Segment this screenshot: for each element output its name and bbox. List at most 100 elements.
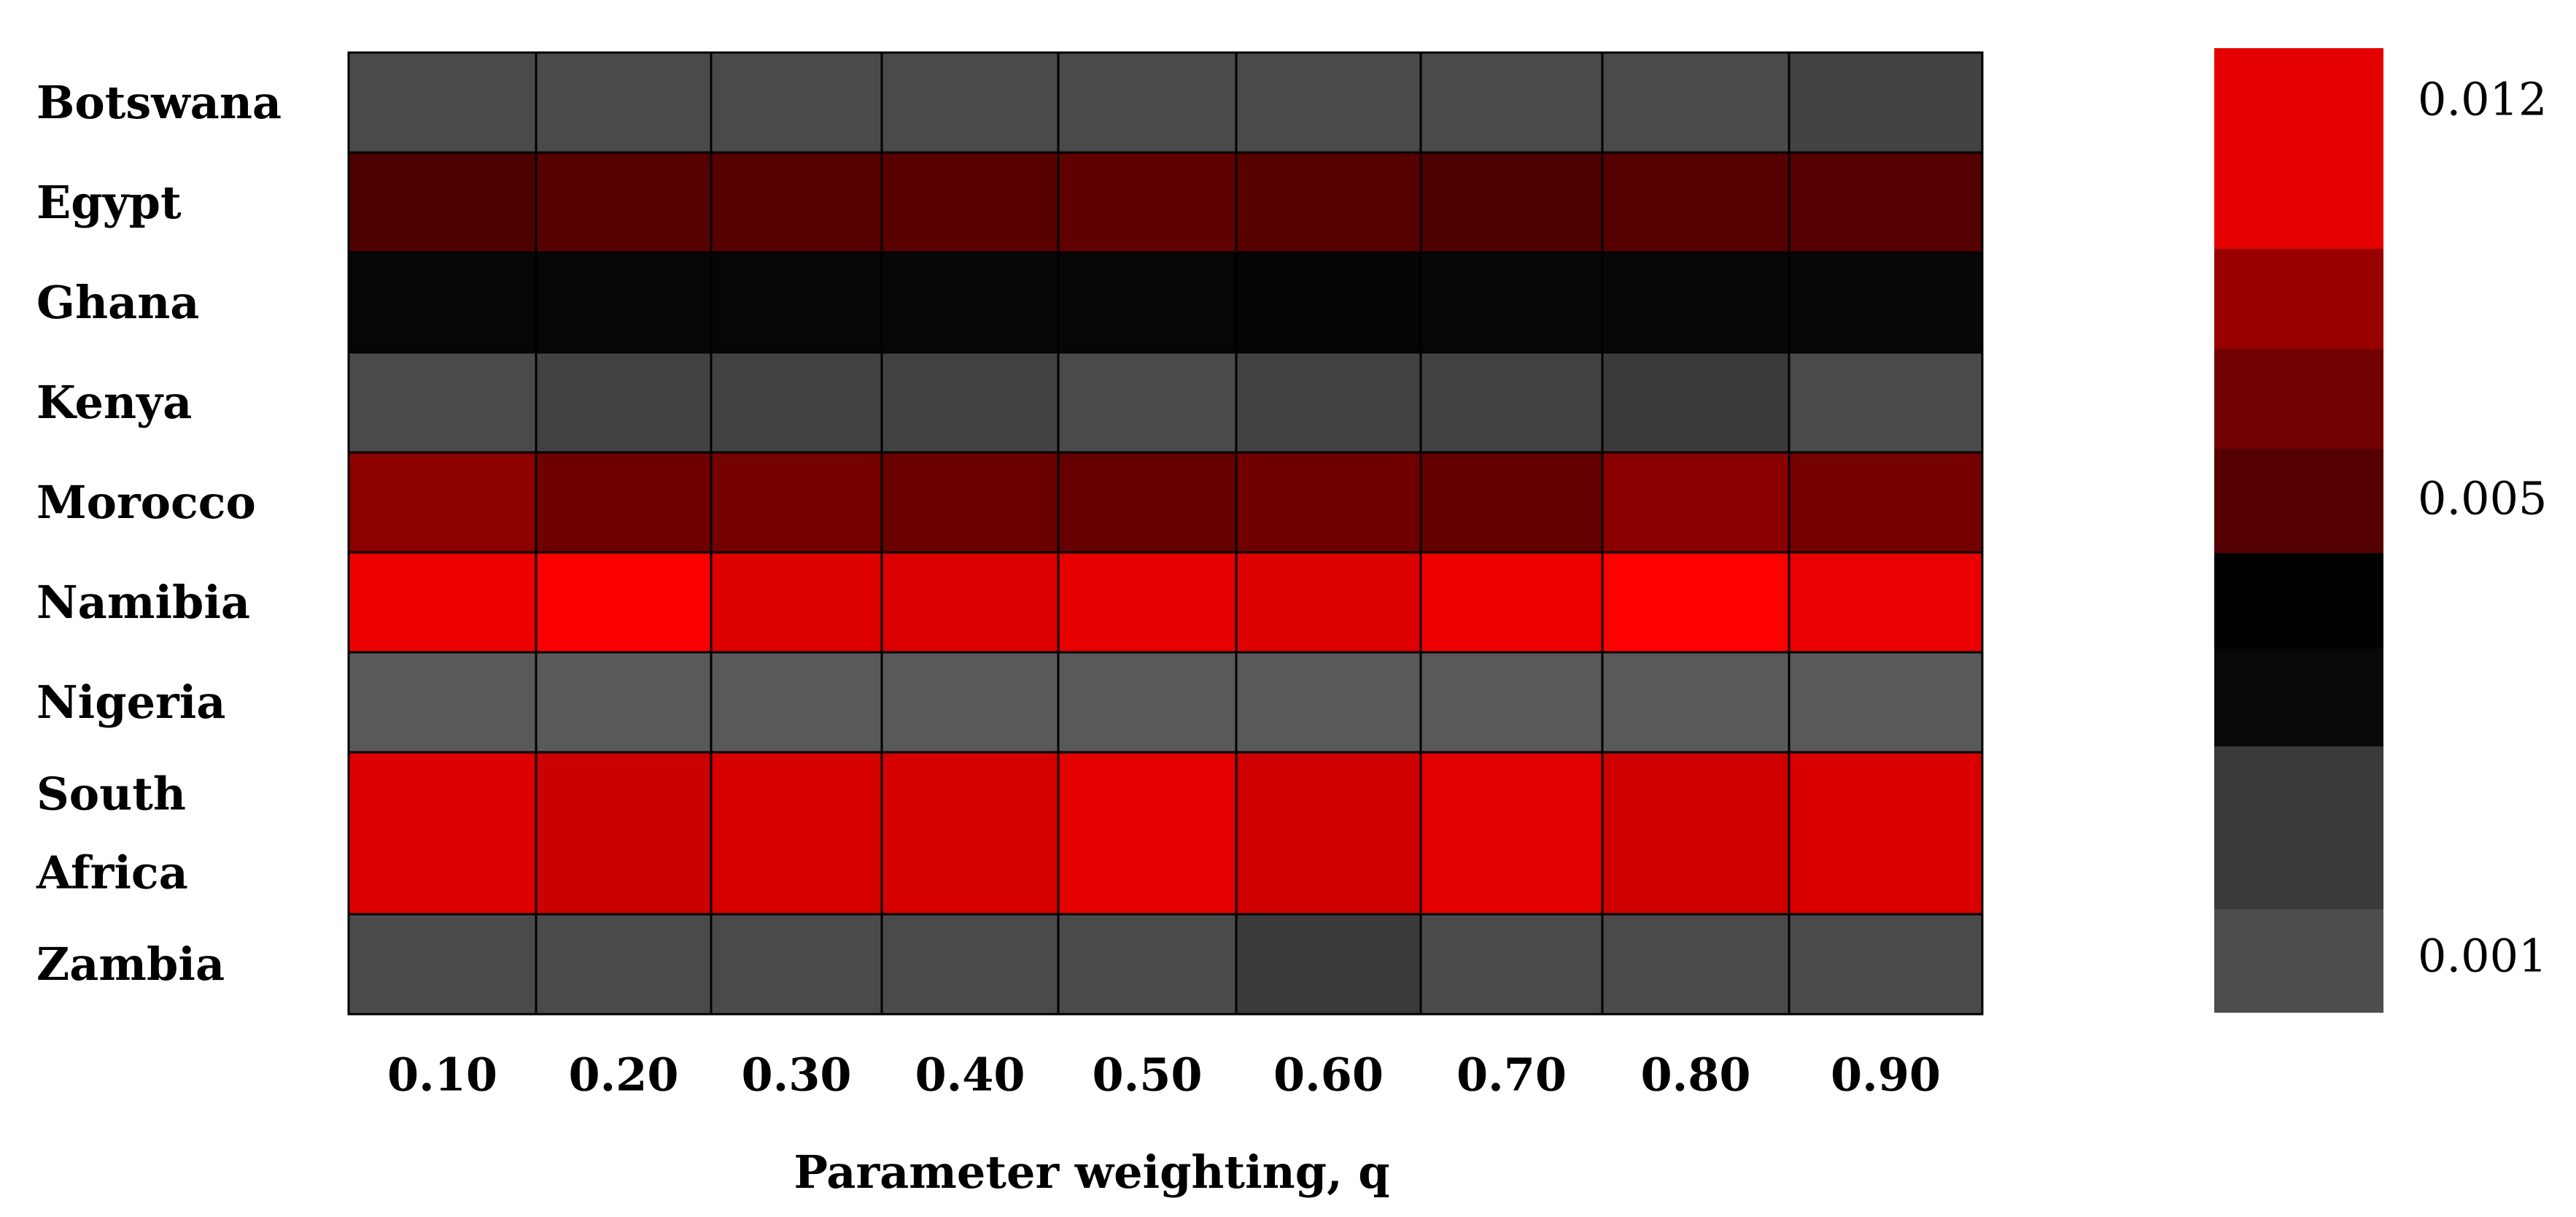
heatmap-cell [880,51,1060,154]
heatmap-cell [1788,913,1984,1016]
heatmap-cell [710,151,883,254]
heatmap-cell [1601,51,1791,154]
heatmap-cell [347,451,538,554]
column-tick-label: 0.10 [387,1048,497,1102]
heatmap-cell [1788,551,1984,654]
heatmap-cell [710,751,883,916]
row-label: Morocco [36,476,256,529]
heatmap-cell [1419,751,1604,916]
heatmap-cell [535,151,713,254]
row-label: Kenya [36,376,192,429]
heatmap-cell [1235,751,1422,916]
heatmap-cell [880,751,1060,916]
heatmap-cell [1601,251,1791,354]
column-tick-label: 0.60 [1273,1048,1384,1102]
heatmap-cell [1788,751,1984,916]
heatmap-cell [1419,913,1604,1016]
heatmap-cell [1057,913,1238,1016]
heatmap-cell [1235,451,1422,554]
heatmap-cell [535,913,713,1016]
heatmap-cell [535,451,713,554]
heatmap-cell [535,751,713,916]
heatmap-cell [1235,913,1422,1016]
row-label: South Africa [36,768,188,900]
heatmap-cell [347,51,538,154]
heatmap-cell [1235,151,1422,254]
colorbar-band [2214,48,2383,249]
heatmap-cell [1788,451,1984,554]
heatmap-cell [535,351,713,454]
heatmap-cell [535,51,713,154]
heatmap-cell [347,751,538,916]
colorbar-band [2214,349,2383,449]
row-labels: Botswana Egypt Ghana Kenya Morocco Namibia Nig… [36,76,282,991]
row-label: Nigeria [36,676,225,729]
heatmap-cell [535,651,713,754]
heatmap-cell [880,451,1060,554]
heatmap-cell [347,651,538,754]
heatmap-cell [1057,551,1238,654]
heatmap-cell [347,551,538,654]
column-tick-label: 0.80 [1640,1048,1750,1102]
heatmap-cell [1057,751,1238,916]
heatmap-cell [880,251,1060,354]
colorbar-tick-label: 0.012 [2418,73,2548,126]
heatmap-cell [1057,351,1238,454]
heatmap-cell [1601,551,1791,654]
heatmap-cell [1419,51,1604,154]
x-axis-label: Parameter weighting, q [794,1145,1389,1199]
heatmap-cell [1419,451,1604,554]
heatmap-cell [1601,913,1791,1016]
column-tick-label: 0.50 [1092,1048,1202,1102]
heatmap-cell [1235,351,1422,454]
heatmap-cell [1419,351,1604,454]
heatmap-cell [880,151,1060,254]
heatmap-cell [880,651,1060,754]
heatmap-cell [1788,651,1984,754]
column-tick-label: 0.20 [568,1048,678,1102]
colorbar-band [2214,553,2383,649]
heatmap-cell [535,251,713,354]
colorbar-tick-labels: 0.012 0.005 0.001 [2418,73,2548,983]
heatmap-cell [1788,251,1984,354]
heatmap-cell [1601,451,1791,554]
heatmap-cell [1235,651,1422,754]
heatmap-cell [880,913,1060,1016]
colorbar-tick-label: 0.005 [2418,472,2548,525]
colorbar-band [2214,649,2383,746]
heatmap-cell [1419,151,1604,254]
heatmap-cell [1235,51,1422,154]
heatmap-cell [1601,151,1791,254]
heatmap-cell [1419,251,1604,354]
row-label: Ghana [36,276,199,329]
heatmap-cell [347,151,538,254]
heatmap-cell [1601,751,1791,916]
heatmap-cell [1601,351,1791,454]
heatmap-cell [1601,651,1791,754]
heatmap-cell [1419,551,1604,654]
heatmap-cell [535,551,713,654]
colorbar-tick-label: 0.001 [2418,930,2548,983]
heatmap-cell [710,251,883,354]
heatmap-cell [1057,451,1238,554]
heatmap-cell [710,351,883,454]
heatmap-cell [710,451,883,554]
heatmap-cell [1788,51,1984,154]
column-labels: 0.10 0.20 0.30 0.40 0.50 0.60 0.70 0.80 0.90 [387,1048,1941,1102]
heatmap-cell [347,351,538,454]
row-label: Botswana [36,76,282,129]
row-label: Egypt [36,176,182,229]
heatmap-cell [1235,251,1422,354]
heatmap-cell [880,551,1060,654]
heatmap-cell [1788,151,1984,254]
column-tick-label: 0.40 [915,1048,1025,1102]
heatmap-cell [1057,651,1238,754]
colorbar-band [2214,449,2383,553]
heatmap-cells [347,51,1984,1016]
heatmap-cell [710,913,883,1016]
heatmap-cell [347,251,538,354]
heatmap-cell [1419,651,1604,754]
heatmap-cell [347,913,538,1016]
heatmap-cell [710,51,883,154]
